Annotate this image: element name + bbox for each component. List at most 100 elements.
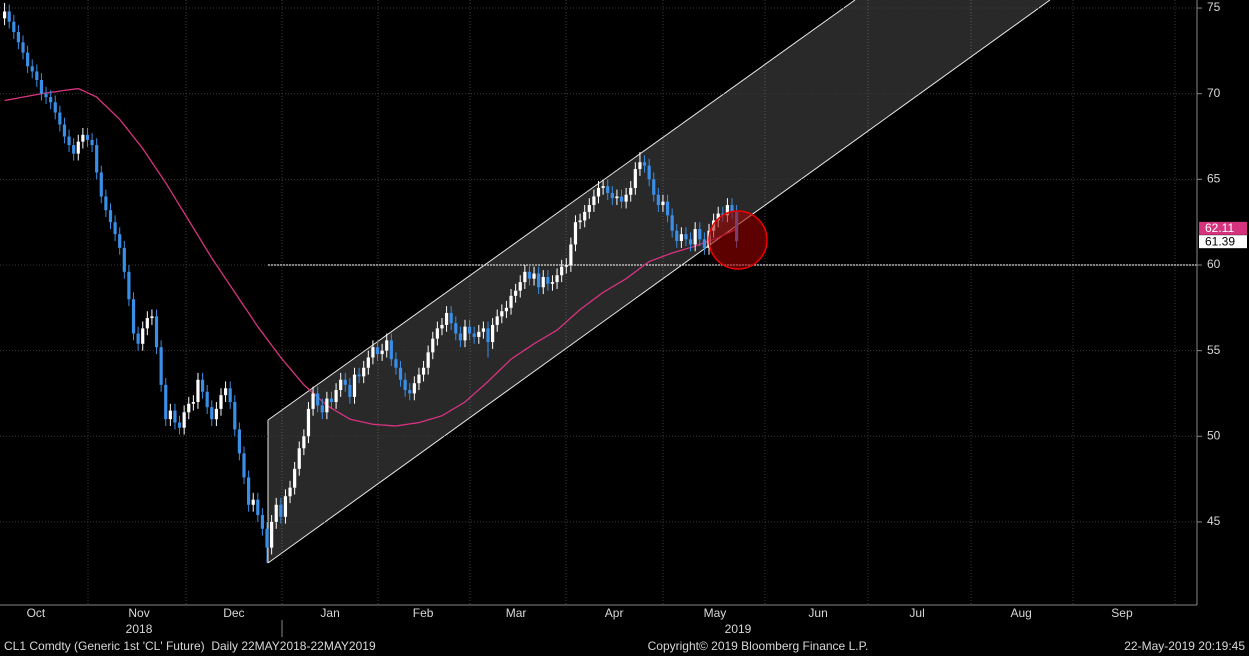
candle-body xyxy=(421,367,426,375)
candle-body xyxy=(104,196,108,211)
candle-body xyxy=(477,331,481,337)
candle-body xyxy=(265,528,269,548)
candle-body xyxy=(12,21,16,33)
y-tick-label: 70 xyxy=(1207,86,1221,100)
candle-body xyxy=(675,230,679,242)
candle-body xyxy=(362,367,366,377)
candle-body xyxy=(624,194,628,202)
plot xyxy=(0,2,1197,564)
candle-body xyxy=(375,347,380,355)
candle-body xyxy=(569,244,573,265)
candle-body xyxy=(679,234,683,242)
candle-body xyxy=(550,282,555,284)
candle-body xyxy=(219,395,223,409)
candle-body xyxy=(113,222,117,235)
x-tick-label: Aug xyxy=(1010,606,1031,620)
candle-body xyxy=(444,312,449,325)
candle-body xyxy=(380,350,384,355)
candle-body xyxy=(247,477,251,505)
candle-body xyxy=(702,239,706,248)
x-tick-label: Jun xyxy=(808,606,827,620)
candle-body xyxy=(560,266,564,276)
candle-body xyxy=(168,410,172,420)
candle-body xyxy=(458,333,462,341)
candle-body xyxy=(316,393,320,406)
candle-body xyxy=(81,134,85,142)
x-tick-label: Dec xyxy=(223,606,244,620)
candle-body xyxy=(412,383,416,394)
candle-body xyxy=(99,172,103,197)
candle-body xyxy=(242,453,246,478)
candle-body xyxy=(408,390,412,394)
candle-body xyxy=(472,333,476,337)
candle-body xyxy=(486,328,490,343)
candle-body xyxy=(30,66,34,72)
candle-body xyxy=(251,499,255,505)
candle-body xyxy=(394,359,398,368)
candle-body xyxy=(665,201,670,216)
candle-body xyxy=(334,390,338,403)
candle-body xyxy=(118,234,122,248)
axis-labels: 45 50 55 60 65 70 75 Oct Nov Dec Jan Feb Mar Apr May Ju… xyxy=(27,0,1247,636)
candle-body xyxy=(537,273,541,288)
y-tick-label: 50 xyxy=(1207,428,1221,442)
candle-body xyxy=(141,328,145,344)
y-tick-label: 60 xyxy=(1207,257,1221,271)
candle-body xyxy=(693,229,697,245)
candle-body xyxy=(270,521,274,548)
candle-body xyxy=(716,213,720,221)
candle-body xyxy=(21,42,25,53)
close-last-box xyxy=(1199,235,1247,249)
candle-body xyxy=(131,299,136,334)
candle-body xyxy=(228,388,232,403)
x-tick-label: Jan xyxy=(320,606,339,620)
candle-body xyxy=(16,32,21,43)
candle-body xyxy=(108,210,113,223)
candle-body xyxy=(417,374,421,384)
candle-body xyxy=(601,186,605,188)
candle-body xyxy=(449,312,453,324)
candle-body xyxy=(223,388,228,396)
candle-body xyxy=(26,52,30,67)
candle-body xyxy=(555,275,559,283)
candle-body xyxy=(670,215,674,231)
candle-body xyxy=(619,196,624,202)
candle-body xyxy=(592,196,596,206)
candle-body xyxy=(652,179,656,195)
candle-body xyxy=(527,271,532,279)
candle-body xyxy=(44,93,48,98)
x-tick-label: Nov xyxy=(128,606,149,620)
candle-body xyxy=(191,402,195,404)
candle-body xyxy=(606,186,610,194)
candle-body xyxy=(504,307,509,312)
candle-body xyxy=(311,393,315,409)
candle-body xyxy=(352,374,357,397)
candle-body xyxy=(541,276,545,288)
candle-body xyxy=(274,504,278,522)
candle-body xyxy=(523,271,527,283)
candle-body xyxy=(435,328,439,339)
candle-body xyxy=(145,318,149,329)
candle-body xyxy=(200,379,205,392)
candle-body xyxy=(76,141,80,154)
candle-body xyxy=(491,324,495,343)
candle-body xyxy=(514,290,518,296)
candle-body xyxy=(583,211,587,221)
candle-body xyxy=(343,379,347,385)
candle-body xyxy=(385,340,389,351)
candle-body xyxy=(629,187,633,195)
candle-body xyxy=(564,264,568,267)
candle-body xyxy=(62,124,67,137)
candle-body xyxy=(357,374,361,377)
candle-body xyxy=(684,234,688,240)
candle-body xyxy=(210,407,214,420)
candle-body xyxy=(615,196,619,199)
candle-body xyxy=(403,379,407,391)
x-tick-label: Oct xyxy=(27,606,46,620)
y-tick-label: 75 xyxy=(1207,0,1221,14)
footer-left: CL1 Comdty (Generic 1st 'CL' Future) Dai… xyxy=(4,639,376,653)
candle-body xyxy=(302,436,306,449)
candle-body xyxy=(656,194,660,206)
